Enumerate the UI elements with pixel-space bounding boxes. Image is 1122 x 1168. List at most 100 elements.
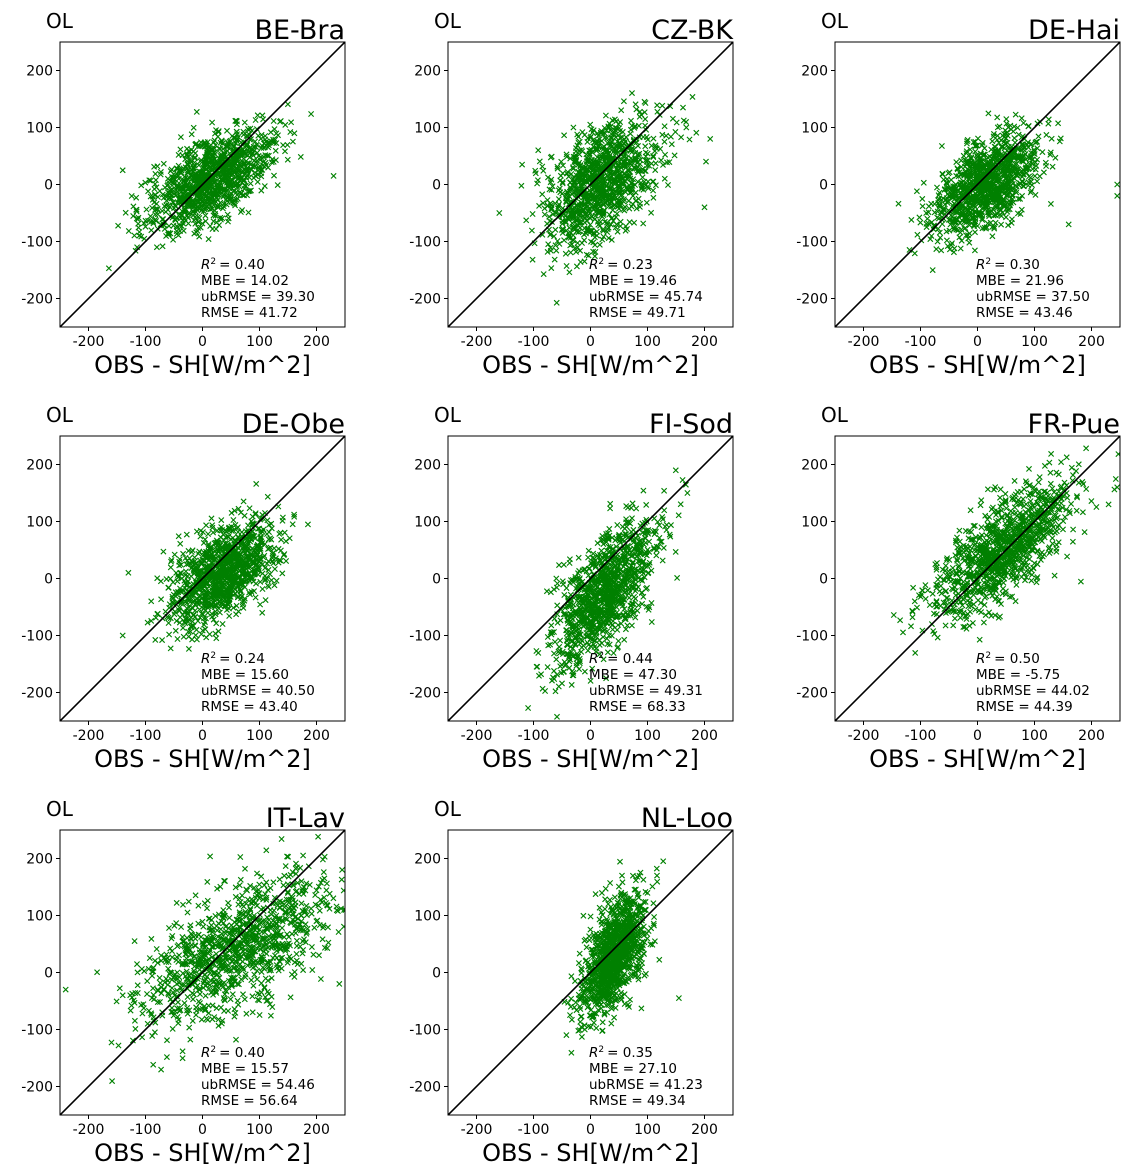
data-point (562, 238, 567, 243)
data-point (614, 119, 619, 124)
data-point (915, 232, 920, 237)
data-point (658, 146, 663, 151)
data-point (279, 537, 284, 542)
data-point (207, 632, 212, 637)
data-point (934, 185, 939, 190)
data-point (655, 103, 660, 108)
data-point (280, 571, 285, 576)
data-point (552, 257, 557, 262)
r2-superscript: 2 (985, 257, 991, 267)
data-point (162, 204, 167, 209)
data-point (285, 102, 290, 107)
data-point (204, 523, 209, 528)
data-point (194, 529, 199, 534)
data-point (896, 201, 901, 206)
data-point (524, 218, 529, 223)
data-point (563, 251, 568, 256)
data-point (1049, 136, 1054, 141)
data-point (172, 552, 177, 557)
data-point (558, 190, 563, 195)
data-point (269, 578, 274, 583)
data-point (183, 569, 188, 574)
data-point (995, 115, 1000, 120)
r2-annotation: R2 = 0.23 (589, 257, 653, 273)
mbe-annotation: MBE = 15.60 (201, 667, 289, 683)
data-point (132, 233, 137, 238)
data-point (206, 531, 211, 536)
ubrmse-annotation: ubRMSE = 45.74 (589, 289, 703, 305)
data-point (944, 238, 949, 243)
data-point (229, 510, 234, 515)
data-point (690, 94, 695, 99)
data-point (644, 200, 649, 205)
y-tick-label: 100 (26, 515, 53, 531)
data-point (178, 541, 183, 546)
data-point (186, 646, 191, 651)
run-label: OL (821, 9, 849, 33)
data-point (676, 513, 681, 518)
data-point (217, 610, 222, 615)
data-point (680, 105, 685, 110)
data-point (1115, 193, 1120, 198)
data-point (260, 610, 265, 615)
x-tick-label: -100 (130, 728, 162, 744)
data-point (216, 629, 221, 634)
x-tick-label: 200 (303, 728, 330, 744)
data-point (254, 481, 259, 486)
y-tick-label: 0 (432, 178, 441, 194)
data-point (288, 129, 293, 134)
rmse-annotation: RMSE = 43.46 (976, 305, 1073, 321)
y-tick-label: -100 (21, 235, 53, 251)
x-axis-label: OBS - SH[W/m^2] (869, 351, 1086, 379)
data-point (662, 139, 667, 144)
data-point (1046, 121, 1051, 126)
data-point (567, 270, 572, 275)
data-point (1115, 182, 1120, 187)
data-point (1056, 121, 1061, 126)
data-point (662, 176, 667, 181)
r2-value: = 0.30 (994, 257, 1040, 273)
x-axis-label: OBS - SH[W/m^2] (94, 351, 311, 379)
data-point (914, 189, 919, 194)
data-point (168, 646, 173, 651)
y-tick-label: -100 (796, 235, 828, 251)
mbe-annotation: MBE = 21.96 (976, 273, 1064, 289)
data-point (253, 595, 258, 600)
x-tick-label: -100 (130, 334, 162, 350)
r2-superscript: 2 (598, 257, 604, 267)
r2-annotation: R2 = 0.40 (201, 257, 265, 273)
data-point (153, 637, 158, 642)
data-point (556, 563, 561, 568)
data-point (554, 248, 559, 253)
data-point (194, 627, 199, 632)
data-point (637, 114, 642, 119)
data-point (1019, 116, 1024, 121)
x-tick-label: -100 (905, 334, 937, 350)
data-point (154, 245, 159, 250)
data-point (549, 266, 554, 271)
data-point (206, 237, 211, 242)
data-point (653, 161, 658, 166)
data-point (210, 120, 215, 125)
data-point (679, 135, 684, 140)
x-tick-label: 100 (634, 334, 661, 350)
data-point (126, 228, 131, 233)
data-point (164, 577, 169, 582)
data-point (146, 189, 151, 194)
data-point (275, 183, 280, 188)
data-point (120, 633, 125, 638)
r2-value: = 0.40 (219, 257, 265, 273)
data-point (541, 168, 546, 173)
data-point (181, 228, 186, 233)
y-tick-label: 200 (801, 64, 828, 80)
data-point (578, 259, 583, 264)
r2-symbol: R (201, 257, 210, 273)
data-point (284, 558, 289, 563)
data-point (180, 625, 185, 630)
ubrmse-annotation: ubRMSE = 37.50 (976, 289, 1090, 305)
data-point (1036, 134, 1041, 139)
r2-symbol: R (589, 257, 598, 273)
ubrmse-annotation: ubRMSE = 40.50 (201, 683, 315, 699)
data-point (925, 216, 930, 221)
